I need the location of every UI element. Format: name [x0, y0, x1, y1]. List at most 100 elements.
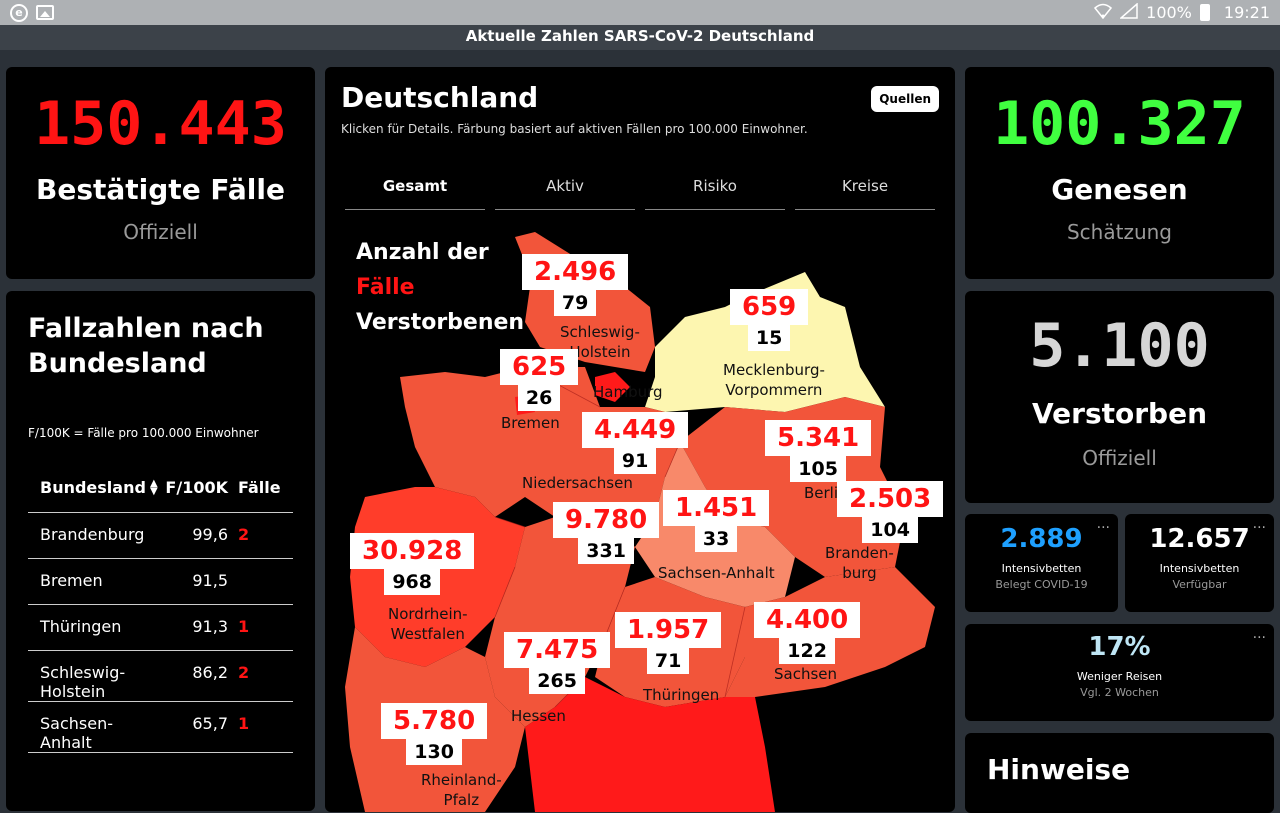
map-region-label[interactable]: 1.451 33 — [663, 490, 770, 552]
states-title-line2: Bundesland — [28, 348, 207, 379]
f100k-cell: 91,3 — [158, 604, 238, 651]
region-hamburg[interactable] — [595, 372, 630, 402]
map-region-label[interactable]: 659 15 — [730, 289, 809, 351]
table-row[interactable]: Sachsen-Anhalt 65,7 1 — [28, 701, 293, 753]
tab-gesamt[interactable]: Gesamt — [345, 177, 485, 210]
column-header-cases[interactable]: Fälle — [238, 463, 293, 513]
map-state-name: Hamburg — [593, 383, 663, 401]
map-description: Klicken für Details. Färbung basiert auf… — [341, 122, 808, 136]
deaths-card[interactable]: 5.100 Verstorben Offiziell — [965, 291, 1274, 503]
region-deaths: 104 — [862, 517, 918, 543]
tab-kreise[interactable]: Kreise — [795, 177, 935, 210]
more-icon[interactable]: ... — [1252, 626, 1266, 642]
region-deaths: 71 — [646, 648, 690, 674]
region-cases: 5.780 — [381, 703, 488, 739]
map-state-name: Sachsen — [774, 665, 838, 683]
cases-cell: 2 — [238, 650, 293, 702]
cases-cell: 1 — [238, 701, 293, 753]
travel-sub: Vgl. 2 Wochen — [1080, 686, 1159, 699]
map-region-label[interactable]: 5.341 105 — [765, 420, 872, 482]
confirmed-cases-card[interactable]: 150.443 Bestätigte Fälle Offiziell — [6, 67, 315, 279]
map-state-name: Nordrhein- Westfalen — [388, 605, 468, 643]
f100k-cell: 65,7 — [158, 701, 238, 753]
deaths-sub: Offiziell — [1082, 446, 1157, 470]
wifi-icon — [1094, 3, 1113, 23]
column-header-f100k[interactable]: F/100K — [158, 463, 238, 513]
more-icon[interactable]: ... — [1096, 516, 1110, 532]
region-deaths: 79 — [553, 290, 597, 316]
icu-free-label: Intensivbetten — [1159, 562, 1240, 575]
map-state-name: Sachsen-Anhalt — [658, 564, 775, 582]
icu-covid-label: Intensivbetten — [1001, 562, 1082, 575]
icu-covid-value: 2.889 — [1000, 524, 1083, 554]
app-notification-icon: e — [10, 3, 28, 22]
map-state-name: Rheinland- Pfalz — [421, 771, 502, 809]
region-deaths: 122 — [779, 638, 835, 664]
tab-aktiv[interactable]: Aktiv — [495, 177, 635, 210]
table-row[interactable]: Thüringen 91,3 1 — [28, 604, 293, 651]
system-status-bar: e 100% 19:21 — [0, 0, 1280, 25]
map-region-label[interactable]: 4.400 122 — [754, 602, 861, 664]
cases-cell: 1 — [238, 604, 293, 651]
f100k-cell: 86,2 — [158, 650, 238, 702]
map-region-label[interactable]: 2.503 104 — [837, 481, 944, 543]
state-name-cell: Sachsen-Anhalt — [28, 701, 158, 753]
region-cases: 9.780 — [553, 502, 660, 538]
travel-value: 17% — [1088, 632, 1151, 662]
region-bayern[interactable] — [525, 677, 775, 812]
tab-risiko[interactable]: Risiko — [645, 177, 785, 210]
map-region-label[interactable]: 2.496 79 — [522, 254, 629, 316]
more-icon[interactable]: ... — [1252, 516, 1266, 532]
states-title: Fallzahlen nach Bundesland — [28, 311, 315, 381]
states-title-line1: Fallzahlen nach — [28, 313, 264, 344]
map-region-label[interactable]: 5.780 130 — [381, 703, 488, 765]
map-state-name: Schleswig- Holstein — [560, 323, 640, 361]
region-cases: 4.449 — [582, 412, 689, 448]
legend-cases: Fälle — [356, 275, 415, 300]
map-state-name: Niedersachsen — [522, 474, 633, 492]
app-title-bar: Aktuelle Zahlen SARS-CoV-2 Deutschland — [0, 25, 1280, 50]
recovered-card[interactable]: 100.327 Genesen Schätzung — [965, 67, 1274, 279]
confirmed-value: 150.443 — [34, 89, 287, 159]
image-notification-icon — [36, 5, 54, 20]
region-hessen[interactable] — [485, 517, 635, 727]
recovered-value: 100.327 — [993, 89, 1246, 159]
germany-map[interactable]: Anzahl der Fälle Verstorbenen 2.496 79 Sch… — [325, 227, 955, 812]
region-deaths: 130 — [406, 739, 462, 765]
map-legend: Anzahl der Fälle Verstorbenen — [356, 235, 524, 340]
notes-card: Hinweise — [965, 733, 1274, 813]
icu-free-card[interactable]: ... 12.657 Intensivbetten Verfügbar — [1125, 514, 1274, 612]
region-cases: 2.503 — [837, 481, 944, 517]
map-region-label[interactable]: 7.475 265 — [504, 632, 611, 694]
map-region-label[interactable]: 4.449 91 — [582, 412, 689, 474]
table-row[interactable]: Schleswig-Holstein 86,2 2 — [28, 650, 293, 702]
map-panel: Deutschland Klicken für Details. Färbung… — [325, 67, 955, 812]
region-niedersachsen[interactable] — [400, 367, 680, 527]
region-cases: 1.451 — [663, 490, 770, 526]
map-tabs: Gesamt Aktiv Risiko Kreise — [345, 177, 935, 210]
legend-line1: Anzahl der — [356, 240, 489, 265]
travel-card[interactable]: ... 17% Weniger Reisen Vgl. 2 Wochen — [965, 624, 1274, 721]
map-region-label[interactable]: 625 26 — [500, 349, 579, 411]
region-deaths: 91 — [613, 448, 657, 474]
state-name-cell: Schleswig-Holstein — [28, 650, 158, 702]
map-region-label[interactable]: 1.957 71 — [615, 612, 722, 674]
map-title: Deutschland — [341, 81, 539, 114]
icu-covid-card[interactable]: ... 2.889 Intensivbetten Belegt COVID-19 — [965, 514, 1118, 612]
table-row[interactable]: Brandenburg 99,6 2 — [28, 512, 293, 559]
region-cases: 2.496 — [522, 254, 629, 290]
battery-percent: 100% — [1146, 3, 1192, 22]
map-state-name: Berlin — [804, 484, 848, 502]
confirmed-sub: Offiziell — [123, 220, 198, 244]
region-cases: 625 — [500, 349, 579, 385]
table-row[interactable]: Bremen 91,5 — [28, 558, 293, 605]
clock: 19:21 — [1223, 3, 1270, 22]
state-name-cell: Thüringen — [28, 604, 158, 651]
region-cases: 30.928 — [350, 533, 475, 569]
map-region-label[interactable]: 30.928 968 — [350, 533, 475, 595]
column-header-bundesland[interactable]: Bundesland ▲ ▼ — [28, 463, 158, 513]
sort-icon[interactable]: ▲ ▼ — [149, 478, 158, 498]
map-region-label[interactable]: 9.780 331 — [553, 502, 660, 564]
region-cases: 4.400 — [754, 602, 861, 638]
sources-button[interactable]: Quellen — [871, 86, 939, 112]
